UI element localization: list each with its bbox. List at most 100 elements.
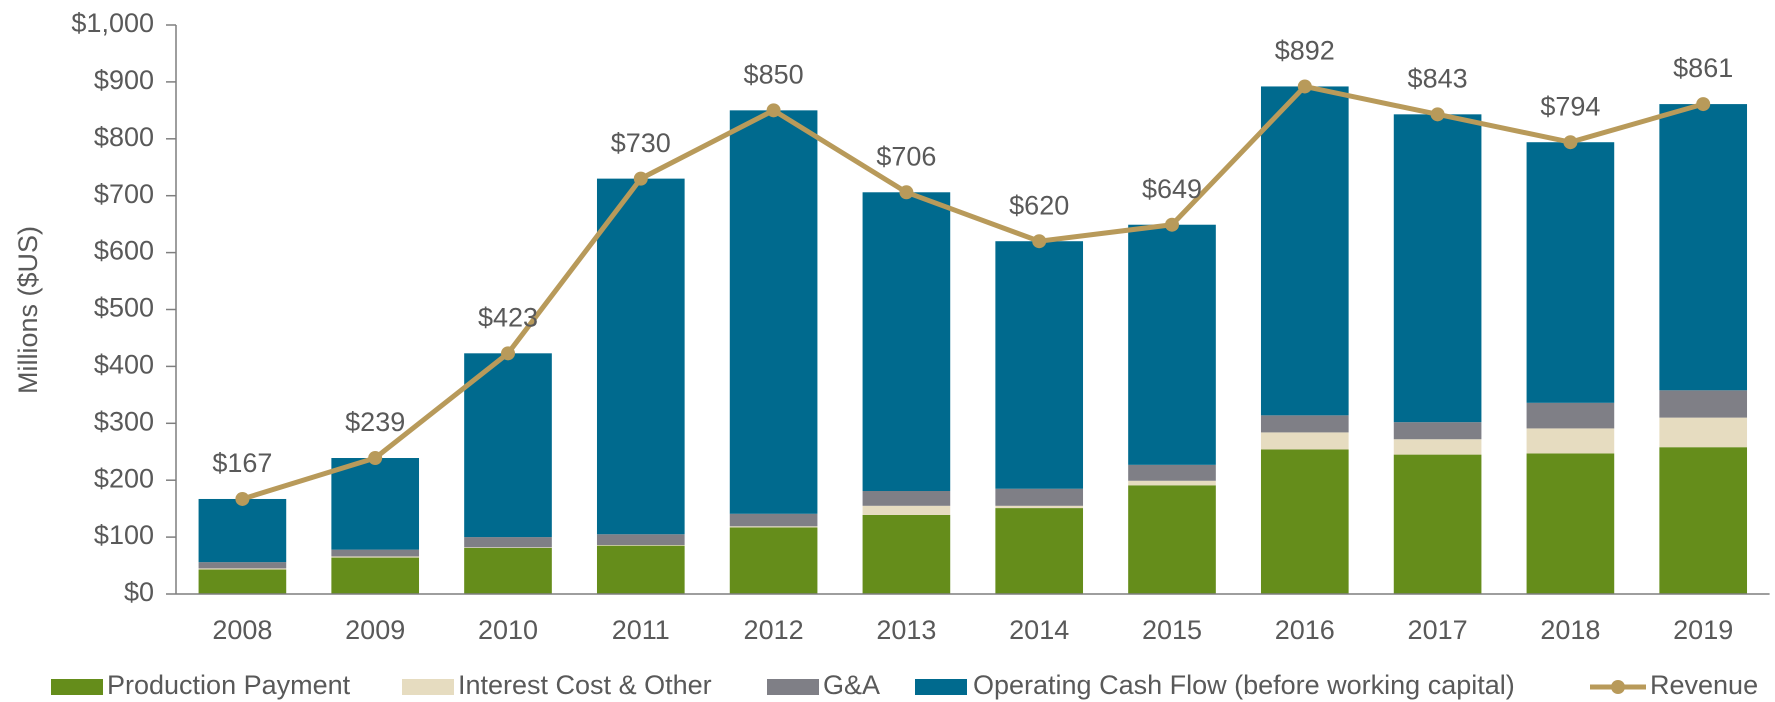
bar-segment xyxy=(1659,104,1748,391)
x-tick-label: 2014 xyxy=(1009,615,1069,645)
data-label: $850 xyxy=(744,59,804,89)
bar-segment xyxy=(464,353,552,538)
bar-segment xyxy=(995,508,1084,594)
data-label: $239 xyxy=(345,407,405,437)
y-axis-label: Millions ($US) xyxy=(13,226,43,394)
bar-segment xyxy=(1659,447,1748,594)
revenue-point xyxy=(633,171,648,186)
y-tick-label: $300 xyxy=(94,406,154,436)
legend-swatch xyxy=(402,679,454,695)
revenue-point xyxy=(1297,79,1312,94)
x-tick-label: 2017 xyxy=(1408,615,1468,645)
bar-segment xyxy=(862,192,951,492)
y-tick-label: $0 xyxy=(124,577,154,607)
revenue-point xyxy=(1696,97,1711,112)
data-label: $730 xyxy=(611,128,671,158)
bar-segment xyxy=(464,537,552,548)
y-tick-label: $600 xyxy=(94,236,154,266)
y-tick-label: $400 xyxy=(94,350,154,380)
bar-segment xyxy=(1526,453,1615,594)
bar-segment xyxy=(729,527,818,594)
x-tick-label: 2009 xyxy=(345,615,405,645)
y-tick-label: $900 xyxy=(94,65,154,95)
bar-segment xyxy=(729,110,818,514)
bar-segment xyxy=(596,545,685,594)
x-tick-label: 2018 xyxy=(1540,615,1600,645)
bar-segment xyxy=(862,514,951,594)
bar-segment xyxy=(198,568,287,570)
x-tick-label: 2010 xyxy=(478,615,538,645)
bar-segment xyxy=(464,547,552,548)
bar-segment xyxy=(1659,417,1748,448)
bar-segment xyxy=(1260,86,1349,416)
bar-segment xyxy=(198,562,287,569)
data-label: $167 xyxy=(212,448,272,478)
bar-segment xyxy=(1526,428,1615,454)
bar-segment xyxy=(1260,449,1349,594)
data-label: $423 xyxy=(478,302,538,332)
bar-segment xyxy=(995,505,1084,509)
bar-segment xyxy=(1393,454,1482,594)
data-label: $794 xyxy=(1540,91,1600,121)
bar-segment xyxy=(1393,439,1482,455)
legend-label: Operating Cash Flow (before working capi… xyxy=(973,670,1515,700)
x-tick-label: 2008 xyxy=(212,615,272,645)
data-label: $892 xyxy=(1275,36,1335,66)
y-tick-label: $100 xyxy=(94,520,154,550)
bar-segment xyxy=(1128,485,1216,594)
bar-segment xyxy=(862,491,951,506)
bar-segment xyxy=(1393,114,1482,423)
bar-segment xyxy=(464,547,552,594)
legend-swatch xyxy=(915,679,967,695)
bar-segment xyxy=(1128,224,1216,465)
bar-segment xyxy=(596,534,685,546)
legend-label: Production Payment xyxy=(107,670,351,700)
data-label: $706 xyxy=(876,141,936,171)
bar-segment xyxy=(596,178,685,535)
y-tick-label: $200 xyxy=(94,463,154,493)
revenue-point xyxy=(368,451,383,466)
data-label: $861 xyxy=(1673,53,1733,83)
legend-swatch xyxy=(767,679,819,695)
bar-segment xyxy=(596,545,685,546)
bar-segment xyxy=(729,526,818,528)
bar-segment xyxy=(1526,142,1615,403)
bar-segment xyxy=(1128,464,1216,481)
bar-segment xyxy=(995,241,1084,489)
revenue-point xyxy=(899,185,914,200)
y-tick-label: $800 xyxy=(94,122,154,152)
x-tick-label: 2015 xyxy=(1142,615,1202,645)
x-tick-label: 2016 xyxy=(1275,615,1335,645)
legend-marker xyxy=(1611,680,1625,694)
x-tick-label: 2019 xyxy=(1673,615,1733,645)
legend-label: Revenue xyxy=(1650,670,1758,700)
data-label: $843 xyxy=(1408,63,1468,93)
revenue-point xyxy=(501,346,515,361)
bar-segment xyxy=(729,513,818,527)
legend-label: G&A xyxy=(823,670,880,700)
bar-segment xyxy=(198,498,287,563)
bar-segment xyxy=(331,458,420,550)
bar-segment xyxy=(995,488,1084,506)
y-tick-label: $500 xyxy=(94,293,154,323)
revenue-point xyxy=(1032,234,1047,249)
revenue-point xyxy=(1165,217,1179,232)
legend-label: Interest Cost & Other xyxy=(458,670,712,700)
bar-segment xyxy=(1128,480,1216,486)
revenue-point xyxy=(235,491,250,506)
bar-segment xyxy=(1659,390,1748,418)
bar-segment xyxy=(331,549,420,557)
data-label: $649 xyxy=(1142,174,1202,204)
bar-segment xyxy=(1260,415,1349,433)
bar-segment xyxy=(1260,432,1349,450)
bar-segment xyxy=(1526,402,1615,429)
y-tick-label: $700 xyxy=(94,179,154,209)
data-label: $620 xyxy=(1009,190,1069,220)
bar-segment xyxy=(198,569,287,594)
legend-swatch xyxy=(51,679,103,695)
bar-segment xyxy=(1393,422,1482,440)
y-tick-label: $1,000 xyxy=(71,8,154,38)
bar-segment xyxy=(862,505,951,515)
revenue-point xyxy=(766,103,781,118)
